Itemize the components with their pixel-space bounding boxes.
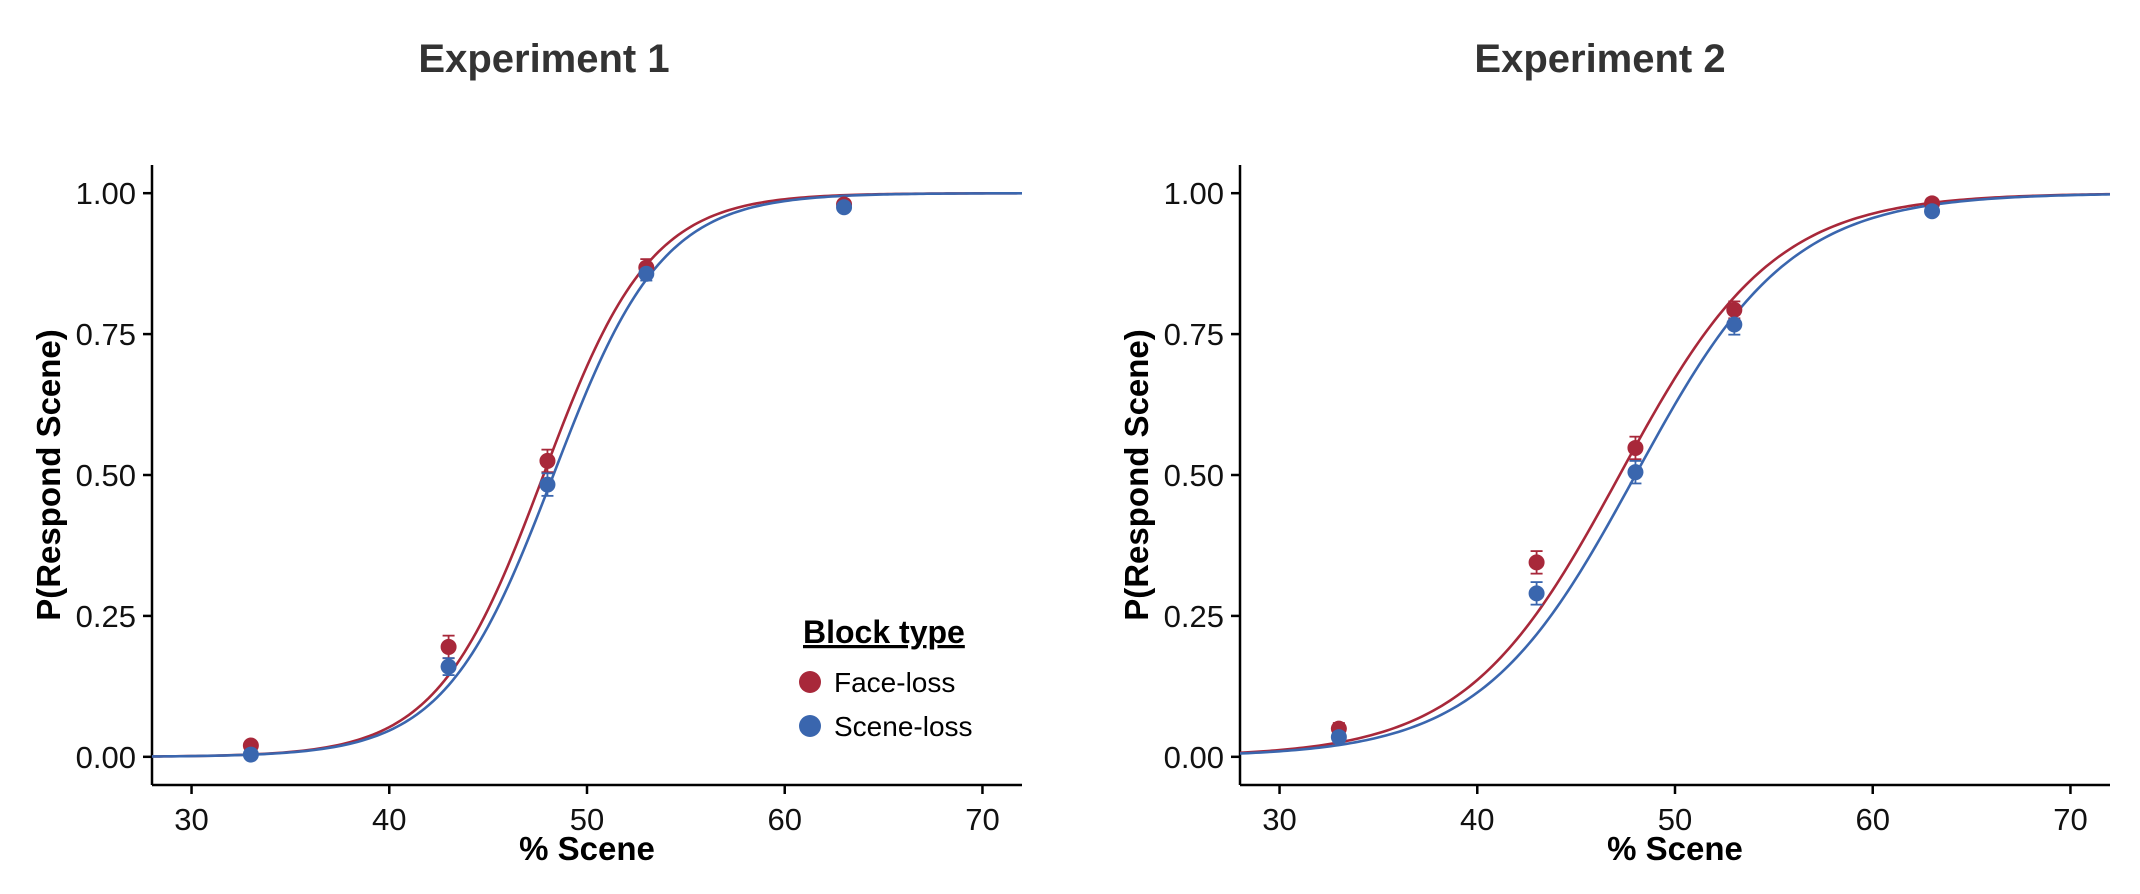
data-point-face-loss (440, 638, 457, 655)
legend-entry: Scene-loss (834, 711, 973, 742)
y-axis-title: P(Respond Scene) (1118, 329, 1155, 621)
y-tick-label: 0.75 (76, 317, 136, 352)
x-tick-label: 60 (1855, 802, 1889, 837)
x-tick-label: 60 (767, 802, 801, 837)
y-tick-label: 1.00 (76, 176, 136, 211)
x-tick-label: 40 (372, 802, 406, 837)
y-tick-label: 0.00 (76, 740, 136, 775)
x-axis-title: % Scene (1607, 830, 1743, 867)
data-point-face-loss (1627, 439, 1644, 456)
fit-curve-scene-loss (1239, 193, 2111, 755)
data-point-face-loss (1528, 554, 1545, 571)
y-tick-label: 0.25 (76, 599, 136, 634)
data-point-scene-loss (440, 658, 457, 675)
data-point-scene-loss (1330, 729, 1347, 746)
chart-title: Experiment 2 (1474, 37, 1725, 81)
legend-title: Block type (803, 614, 965, 650)
data-point-scene-loss (638, 265, 655, 282)
legend-marker-face-loss (799, 671, 821, 693)
y-tick-label: 0.50 (76, 458, 136, 493)
fit-curve-scene-loss (151, 191, 1023, 758)
data-point-scene-loss (1726, 316, 1743, 333)
chart-panel-2: Experiment 2 0.00 0.25 0.50 0.75 1.00 30 40 50 60… (1118, 37, 2111, 867)
y-axis-title: P(Respond Scene) (30, 329, 67, 621)
data-point-scene-loss (836, 199, 853, 216)
legend-entry: Face-loss (834, 667, 955, 698)
data-point-face-loss (539, 452, 556, 469)
x-tick-label: 50 (570, 802, 604, 837)
data-point-face-loss (1726, 301, 1743, 318)
fit-curve-face-loss (1239, 192, 2111, 755)
data-point-scene-loss (1528, 585, 1545, 602)
legend: Block type Face-loss Scene-loss (799, 614, 973, 742)
chart-panel-1: Experiment 1 0.00 0.25 0.50 0.75 1.00 30 40 50 60… (30, 37, 1023, 867)
y-tick-label: 0.75 (1164, 317, 1224, 352)
y-tick-label: 0.50 (1164, 458, 1224, 493)
data-point-scene-loss (242, 746, 259, 763)
x-axis-title: % Scene (519, 830, 655, 867)
y-tick-label: 0.25 (1164, 599, 1224, 634)
data-point-scene-loss (1627, 464, 1644, 481)
chart-title: Experiment 1 (418, 37, 669, 81)
data-point-scene-loss (539, 476, 556, 493)
x-tick-label: 50 (1658, 802, 1692, 837)
x-tick-label: 70 (2053, 802, 2087, 837)
x-tick-label: 70 (965, 802, 999, 837)
y-tick-label: 1.00 (1164, 176, 1224, 211)
legend-marker-scene-loss (799, 715, 821, 737)
x-tick-label: 40 (1460, 802, 1494, 837)
data-point-scene-loss (1924, 203, 1941, 220)
x-tick-label: 30 (1262, 802, 1296, 837)
x-tick-label: 30 (174, 802, 208, 837)
y-tick-label: 0.00 (1164, 740, 1224, 775)
